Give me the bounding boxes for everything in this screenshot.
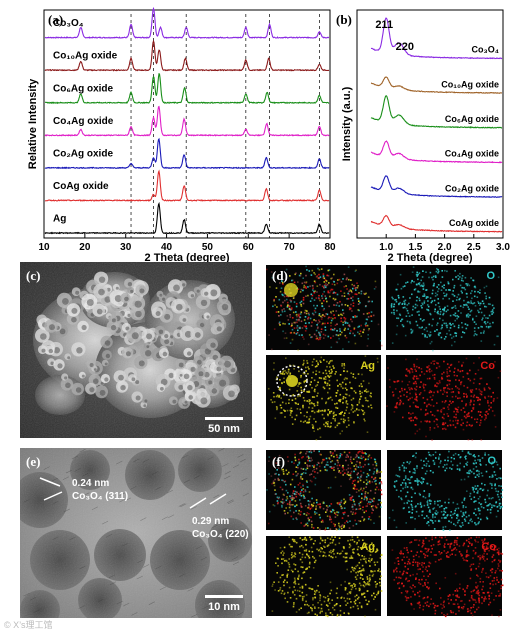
panel-a-series-line: [44, 39, 330, 72]
panel-a-series-line: [45, 73, 330, 105]
panel-b-x-ticks: 1.0 1.5 2.0 2.5 3.0: [379, 234, 510, 253]
panel-b-series-line: [370, 140, 503, 164]
panel-f-letter: (f): [272, 454, 285, 469]
panel-c-scalebar-label: 50 nm: [208, 423, 240, 435]
panel-a-series-label: Co₆Ag oxide: [53, 83, 114, 94]
panel-b-series-line: [370, 214, 503, 233]
panel-a-ylabel: Relative Intensity: [27, 78, 39, 169]
panel-e-letter: (e): [26, 454, 40, 469]
panel-b-ylabel: Intensity (a.u.): [341, 86, 353, 161]
panel-d-letter: (d): [272, 268, 288, 283]
panel-b-xlabel: 2 Theta (degree): [388, 252, 473, 264]
panel-a-tick-label: 80: [324, 242, 336, 253]
eds-map-tile: O: [387, 450, 504, 531]
panel-a-series-line: [44, 6, 330, 39]
panel-b-tick-label: 2.5: [467, 242, 481, 253]
eds-map-label: O: [486, 270, 495, 282]
panel-d-ag-circle: [276, 365, 308, 397]
panel-e-annot-1-line2: Co₃O₄ (311): [72, 491, 128, 502]
panel-a-xrd-chart: Co₃O₄ Co₁₀Ag oxide Co₆Ag oxide Co₄Ag oxide C…: [27, 6, 336, 264]
panel-a-tick-label: 50: [202, 242, 214, 253]
panel-a-tick-label: 20: [79, 242, 91, 253]
eds-map-label: O: [487, 455, 496, 467]
panel-e-arrow-2a: [189, 497, 207, 509]
eds-map-tile: O: [386, 265, 501, 352]
panel-b-series-line: [370, 17, 503, 60]
panel-e-scalebar-label: 10 nm: [208, 601, 240, 613]
panel-a-series-label: CoAg oxide: [53, 181, 109, 192]
panel-b-series-labels: Co₃O₄ Co₁₀Ag oxide Co₆Ag oxide Co₄Ag oxide C…: [441, 45, 499, 228]
panel-a-series-line: [44, 201, 330, 235]
panel-a-series-label: Co₄Ag oxide: [53, 116, 114, 127]
panel-a-xlabel: 2 Theta (degree): [145, 252, 230, 264]
panel-a-tick-label: 60: [243, 242, 255, 253]
eds-map-tile: Ag: [266, 536, 383, 618]
watermark-text: © X’s理工馆: [4, 619, 52, 630]
panel-a-tick-label: 10: [38, 242, 50, 253]
panel-a-series-line: [44, 105, 330, 137]
panel-b-series-line: [370, 76, 503, 94]
eds-map-label: Ag: [360, 541, 375, 553]
panel-a-x-ticks: 10 20 30 40 50 60 70 80: [38, 234, 336, 253]
panel-f-eds-maps: O Ag Co (f): [266, 450, 504, 618]
eds-map-tile: Ag: [266, 355, 381, 441]
panel-d-ag-spot: [286, 375, 298, 387]
panel-d-eds-maps: O Ag Co (d): [266, 265, 502, 441]
panel-e-annot-2-line1: 0.29 nm: [192, 516, 229, 527]
panel-b-tick-label: 1.0: [379, 242, 393, 253]
panel-a-tick-label: 40: [161, 242, 173, 253]
panel-e-tem-image: (e) 0.24 nm Co₃O₄ (311) 0.29 nm Co₃O₄ (2…: [20, 448, 252, 618]
panel-b-series-label: CoAg oxide: [449, 218, 499, 228]
panel-b-frame: [356, 9, 504, 239]
panel-b-tick-label: 1.5: [408, 242, 422, 253]
panel-c-scalebar: [205, 417, 243, 420]
panel-b-series-line: [370, 95, 502, 129]
panel-b-series-label: Co₂Ag oxide: [445, 183, 499, 193]
panel-a-series-label: Ag: [53, 214, 66, 225]
panel-b-series-label: Co₆Ag oxide: [445, 114, 499, 124]
panel-a-series-label: Co₂Ag oxide: [53, 148, 113, 159]
panel-b-tick-label: 2.0: [438, 242, 452, 253]
panel-b-letter: (b): [336, 12, 352, 27]
panel-c-sem-image: 50 nm (c): [20, 262, 252, 438]
panel-c-letter: (c): [26, 268, 40, 283]
panel-b-saxs-chart: Co₃O₄ Co₁₀Ag oxide Co₆Ag oxide Co₄Ag oxide C…: [336, 9, 510, 264]
panel-b-peak-label: 211: [375, 19, 393, 31]
eds-map-label: Co: [480, 360, 495, 372]
panel-a-series-line: [44, 169, 330, 202]
panel-e-scalebar: [205, 595, 243, 598]
panel-b-peak-label: 220: [396, 41, 414, 53]
panel-a-series-group: [44, 6, 330, 235]
eds-map-tile: Co: [386, 355, 502, 441]
eds-map-tile: [266, 450, 383, 531]
panel-a-letter: (a): [48, 12, 63, 27]
eds-map-label: Co: [481, 541, 496, 553]
panel-e-arrow-2b: [209, 493, 227, 505]
panel-e-arrow-1a: [39, 477, 61, 487]
panel-a-tick-label: 70: [284, 242, 296, 253]
panel-a-series-labels: Co₃O₄ Co₁₀Ag oxide Co₆Ag oxide Co₄Ag oxide C…: [53, 18, 118, 224]
panel-e-arrow-1b: [43, 491, 63, 501]
panel-a-series-label: Co₃O₄: [53, 18, 84, 29]
panel-a-tick-label: 30: [120, 242, 132, 253]
panel-b-series-group: [370, 17, 503, 233]
panel-b-series-label: Co₁₀Ag oxide: [441, 79, 499, 89]
panel-e-annot-2-line2: Co₃O₄ (220): [192, 529, 249, 540]
panel-a-series-label: Co₁₀Ag oxide: [53, 51, 118, 62]
panel-e-annot-1-line1: 0.24 nm: [72, 478, 109, 489]
panel-b-series-label: Co₃O₄: [472, 45, 499, 55]
eds-map-tile: [266, 265, 383, 352]
panel-b-series-label: Co₄Ag oxide: [445, 149, 499, 159]
panel-b-series-line: [370, 175, 503, 198]
eds-map-tile: Co: [387, 536, 504, 618]
panel-d-overlay-spot: [284, 283, 298, 297]
eds-map-label: Ag: [360, 360, 375, 372]
panel-a-series-line: [44, 137, 330, 170]
panel-b-tick-label: 3.0: [496, 242, 510, 253]
